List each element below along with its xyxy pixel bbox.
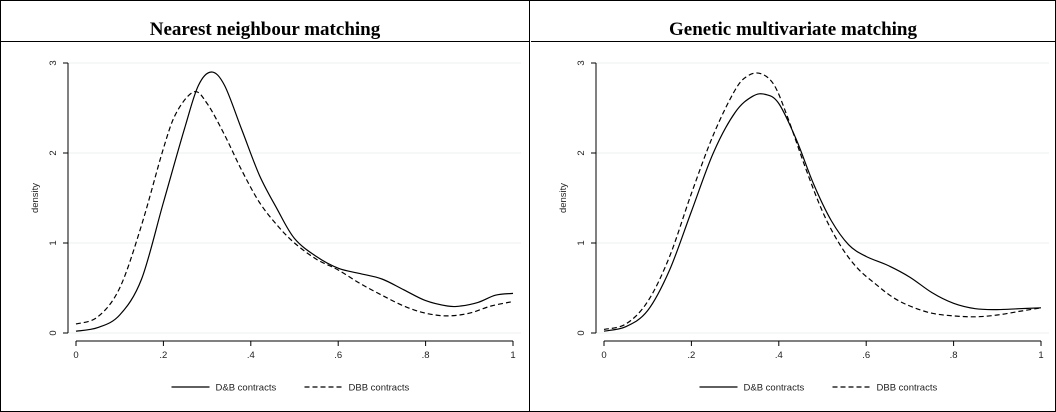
- x-tick-label: .2: [687, 350, 695, 361]
- y-axis-title: density: [30, 183, 41, 213]
- y-axis-title: density: [558, 183, 569, 213]
- series-line-db: [603, 93, 1042, 332]
- x-tick-label: .6: [334, 350, 342, 361]
- y-tick-label: 3: [576, 60, 587, 65]
- legend-label: DBB contracts: [877, 383, 938, 394]
- chart-panel-genetic-multivariate: Genetic multivariate matching 0 1 2 3 densit…: [531, 1, 1055, 411]
- y-tick-label: 0: [576, 330, 587, 335]
- x-tick-label: 1: [510, 350, 515, 361]
- title-rule: [1, 41, 529, 42]
- y-tick-label: 1: [576, 240, 587, 245]
- y-tick-label: 3: [48, 60, 59, 65]
- y-tick-label: 0: [48, 330, 59, 335]
- x-tick-label: .8: [422, 350, 430, 361]
- x-tick-label: .8: [950, 350, 958, 361]
- chart-plot: 0 1 2 3 density 0 .2 .4 .6 .8 1 D&B contracts DBB co…: [30, 60, 521, 394]
- series-line-dbb: [603, 72, 1042, 330]
- y-tick-label: 2: [576, 150, 587, 155]
- x-tick-label: .6: [862, 350, 870, 361]
- series-line-dbb: [75, 90, 514, 325]
- chart-title: Genetic multivariate matching: [668, 19, 917, 40]
- x-tick-label: 0: [73, 350, 78, 361]
- title-rule: [531, 41, 1055, 42]
- chart-title: Nearest neighbour matching: [149, 19, 381, 40]
- x-tick-label: 0: [601, 350, 606, 361]
- y-tick-label: 2: [48, 150, 59, 155]
- x-tick-label: .2: [159, 350, 167, 361]
- series-line-db: [75, 71, 514, 332]
- chart-plot: 0 1 2 3 density 0 .2 .4 .6 .8 1 D&B contracts DBB co…: [558, 60, 1049, 394]
- x-tick-label: 1: [1038, 350, 1043, 361]
- x-tick-label: .4: [775, 350, 783, 361]
- x-tick-label: .4: [247, 350, 255, 361]
- y-tick-label: 1: [48, 240, 59, 245]
- panel-divider: [529, 0, 530, 412]
- chart-panel-nearest-neighbour: Nearest neighbour matching 0 1 2 3 density 0.…: [1, 1, 529, 411]
- legend-label: D&B contracts: [216, 383, 277, 394]
- legend-label: DBB contracts: [349, 383, 410, 394]
- legend-label: D&B contracts: [744, 383, 805, 394]
